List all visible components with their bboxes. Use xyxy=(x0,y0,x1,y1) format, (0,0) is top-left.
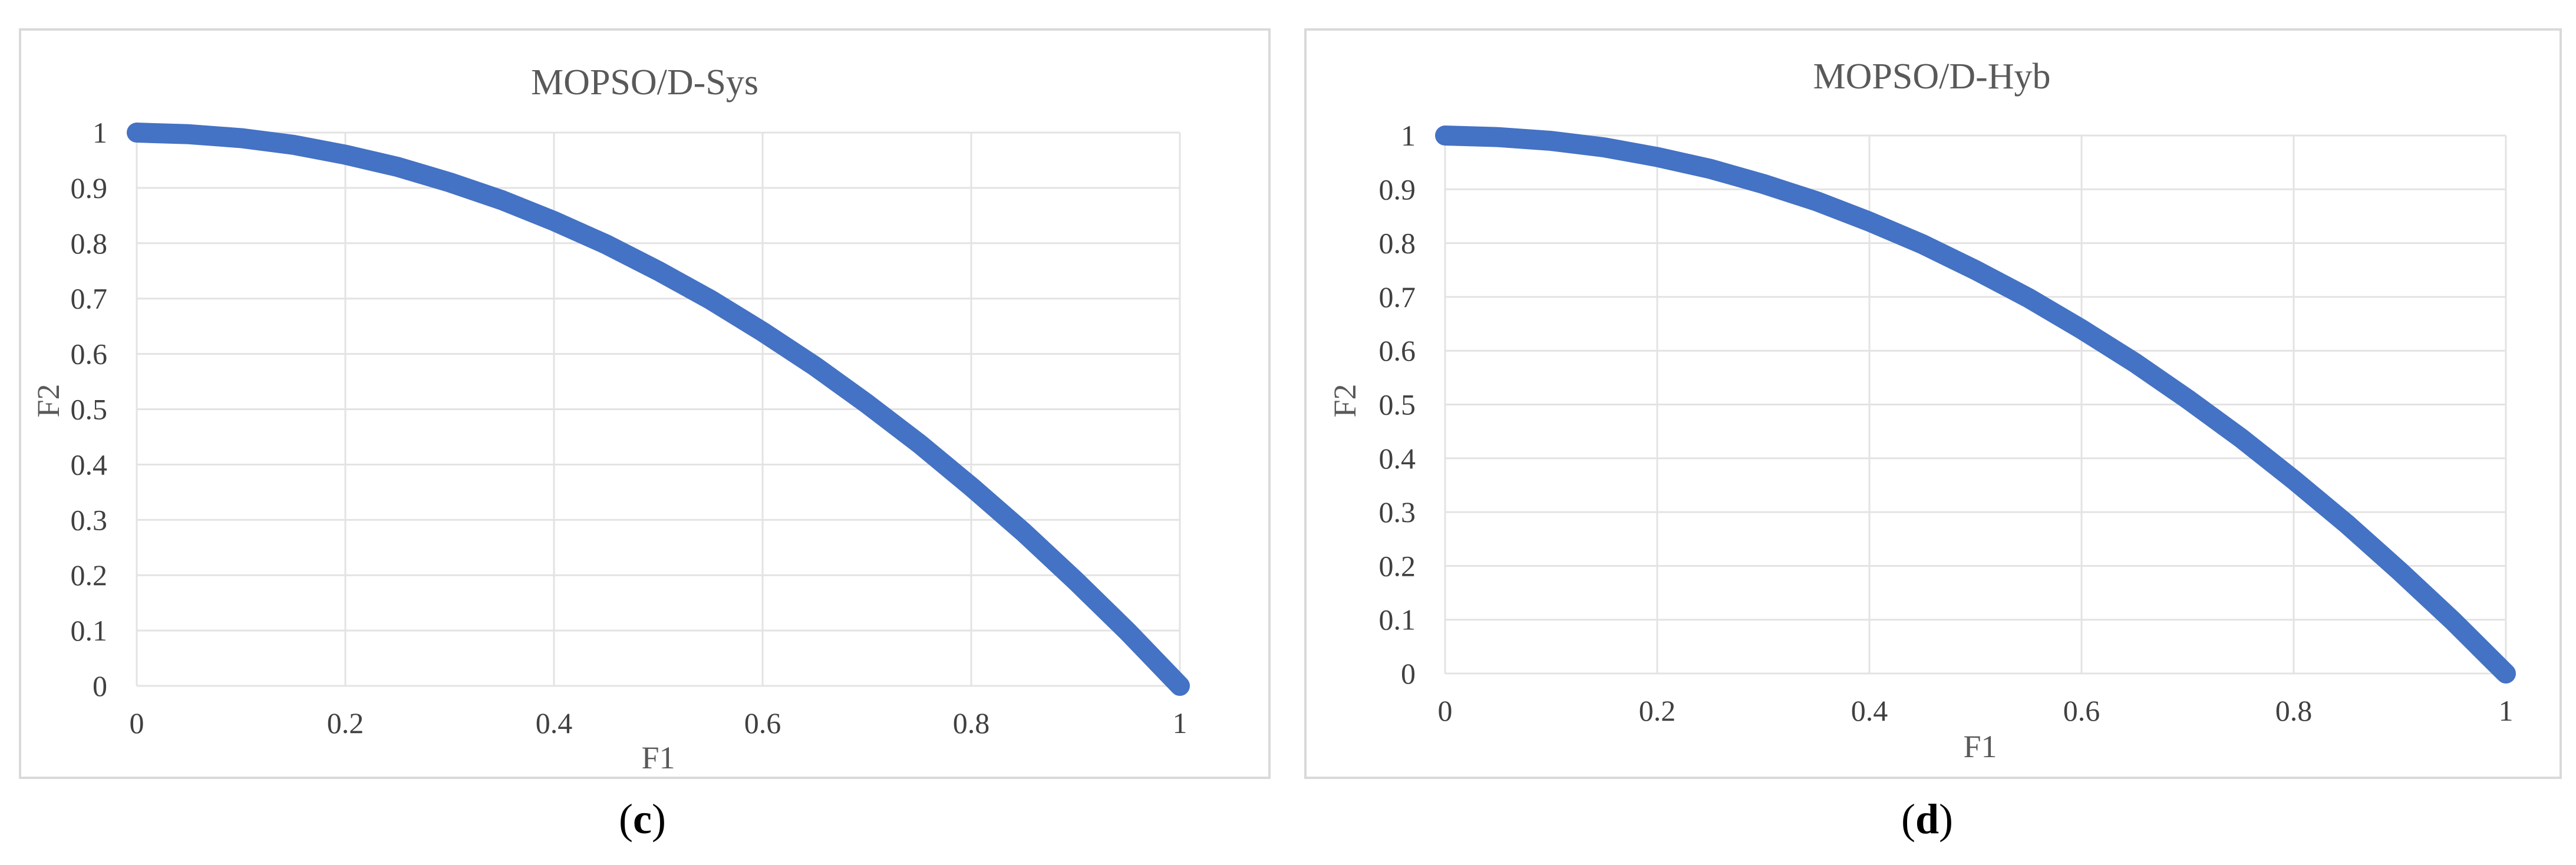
series-layer xyxy=(1435,126,2516,684)
y-tick-label: 0.3 xyxy=(1379,496,1416,529)
panel-caption: (c) xyxy=(619,795,666,843)
x-tick-label: 0 xyxy=(1438,694,1453,727)
y-axis-label: F2 xyxy=(31,384,66,417)
y-tick-label: 0.2 xyxy=(71,559,108,592)
chart-title: MOPSO/D-Hyb xyxy=(1813,57,2050,97)
x-tick-label: 0.6 xyxy=(744,706,781,739)
y-tick-label: 0.1 xyxy=(1379,603,1416,636)
y-tick-label: 1 xyxy=(1401,119,1416,152)
y-tick-label: 0.7 xyxy=(71,282,108,315)
panel-caption: (d) xyxy=(1901,795,1953,843)
y-tick-label: 0.6 xyxy=(71,338,108,371)
grid-lines xyxy=(1444,134,2507,675)
caption-letter: d xyxy=(1915,795,1939,843)
y-tick-label: 0.5 xyxy=(71,393,108,426)
y-tick-label: 1 xyxy=(93,116,107,149)
y-tick-label: 0 xyxy=(93,669,107,702)
x-tick-label: 0.2 xyxy=(327,706,364,739)
x-tick-label: 0.4 xyxy=(536,706,573,739)
x-tick-label: 0.2 xyxy=(1639,694,1676,727)
x-axis-ticks: 0 0.2 0.4 0.6 0.8 1 xyxy=(1438,694,2514,727)
y-tick-label: 0.6 xyxy=(1379,334,1416,367)
chart-c: MOPSO/D-Sys 0 0.1 0.2 0.3 0.4 0.5 0.6 0.7 0.8 0.9… xyxy=(19,28,1271,843)
y-tick-label: 0.9 xyxy=(1379,173,1416,206)
y-tick-label: 0.8 xyxy=(1379,227,1416,260)
x-axis-label: F1 xyxy=(1963,729,1997,764)
y-tick-label: 0.4 xyxy=(1379,442,1416,475)
y-tick-label: 0.2 xyxy=(1379,549,1416,582)
y-tick-label: 0.1 xyxy=(71,614,108,647)
y-tick-label: 0.7 xyxy=(1379,280,1416,313)
chart-title: MOPSO/D-Sys xyxy=(531,62,758,103)
y-tick-label: 0.5 xyxy=(1379,388,1416,421)
x-tick-label: 0 xyxy=(130,706,144,739)
chart-frame xyxy=(19,28,1271,779)
series-line xyxy=(1435,126,2516,684)
series-layer xyxy=(127,123,1190,696)
chart-panel-c: MOPSO/D-Sys 0 0.1 0.2 0.3 0.4 0.5 0.6 0.7 0.8 0.9… xyxy=(0,0,1285,865)
y-tick-label: 0.3 xyxy=(71,503,108,536)
y-axis-ticks: 0 0.1 0.2 0.3 0.4 0.5 0.6 0.7 0.8 0.9 1 xyxy=(1379,119,1416,690)
y-tick-label: 0 xyxy=(1401,657,1416,690)
y-axis-ticks: 0 0.1 0.2 0.3 0.4 0.5 0.6 0.7 0.8 0.9 1 xyxy=(71,116,108,702)
chart-d: MOPSO/D-Hyb 0 0.1 0.2 0.3 0.4 0.5 0.6 0.7 0.8 0.9… xyxy=(1304,28,2562,843)
series-line xyxy=(127,123,1190,696)
x-axis-ticks: 0 0.2 0.4 0.6 0.8 1 xyxy=(130,706,1188,739)
x-tick-label: 0.6 xyxy=(2063,694,2100,727)
x-tick-label: 0.4 xyxy=(1851,694,1888,727)
x-tick-label: 1 xyxy=(2499,694,2514,727)
y-tick-label: 0.4 xyxy=(71,448,108,481)
y-tick-label: 0.9 xyxy=(71,171,108,204)
x-tick-label: 1 xyxy=(1173,706,1188,739)
chart-panel-d: MOPSO/D-Hyb 0 0.1 0.2 0.3 0.4 0.5 0.6 0.7 0.8 0.9… xyxy=(1291,0,2576,865)
y-axis-label: F2 xyxy=(1327,384,1363,417)
caption-letter: c xyxy=(633,795,652,843)
y-tick-label: 0.8 xyxy=(71,227,108,260)
x-axis-label: F1 xyxy=(641,740,675,775)
x-tick-label: 0.8 xyxy=(953,706,990,739)
x-tick-label: 0.8 xyxy=(2275,694,2313,727)
